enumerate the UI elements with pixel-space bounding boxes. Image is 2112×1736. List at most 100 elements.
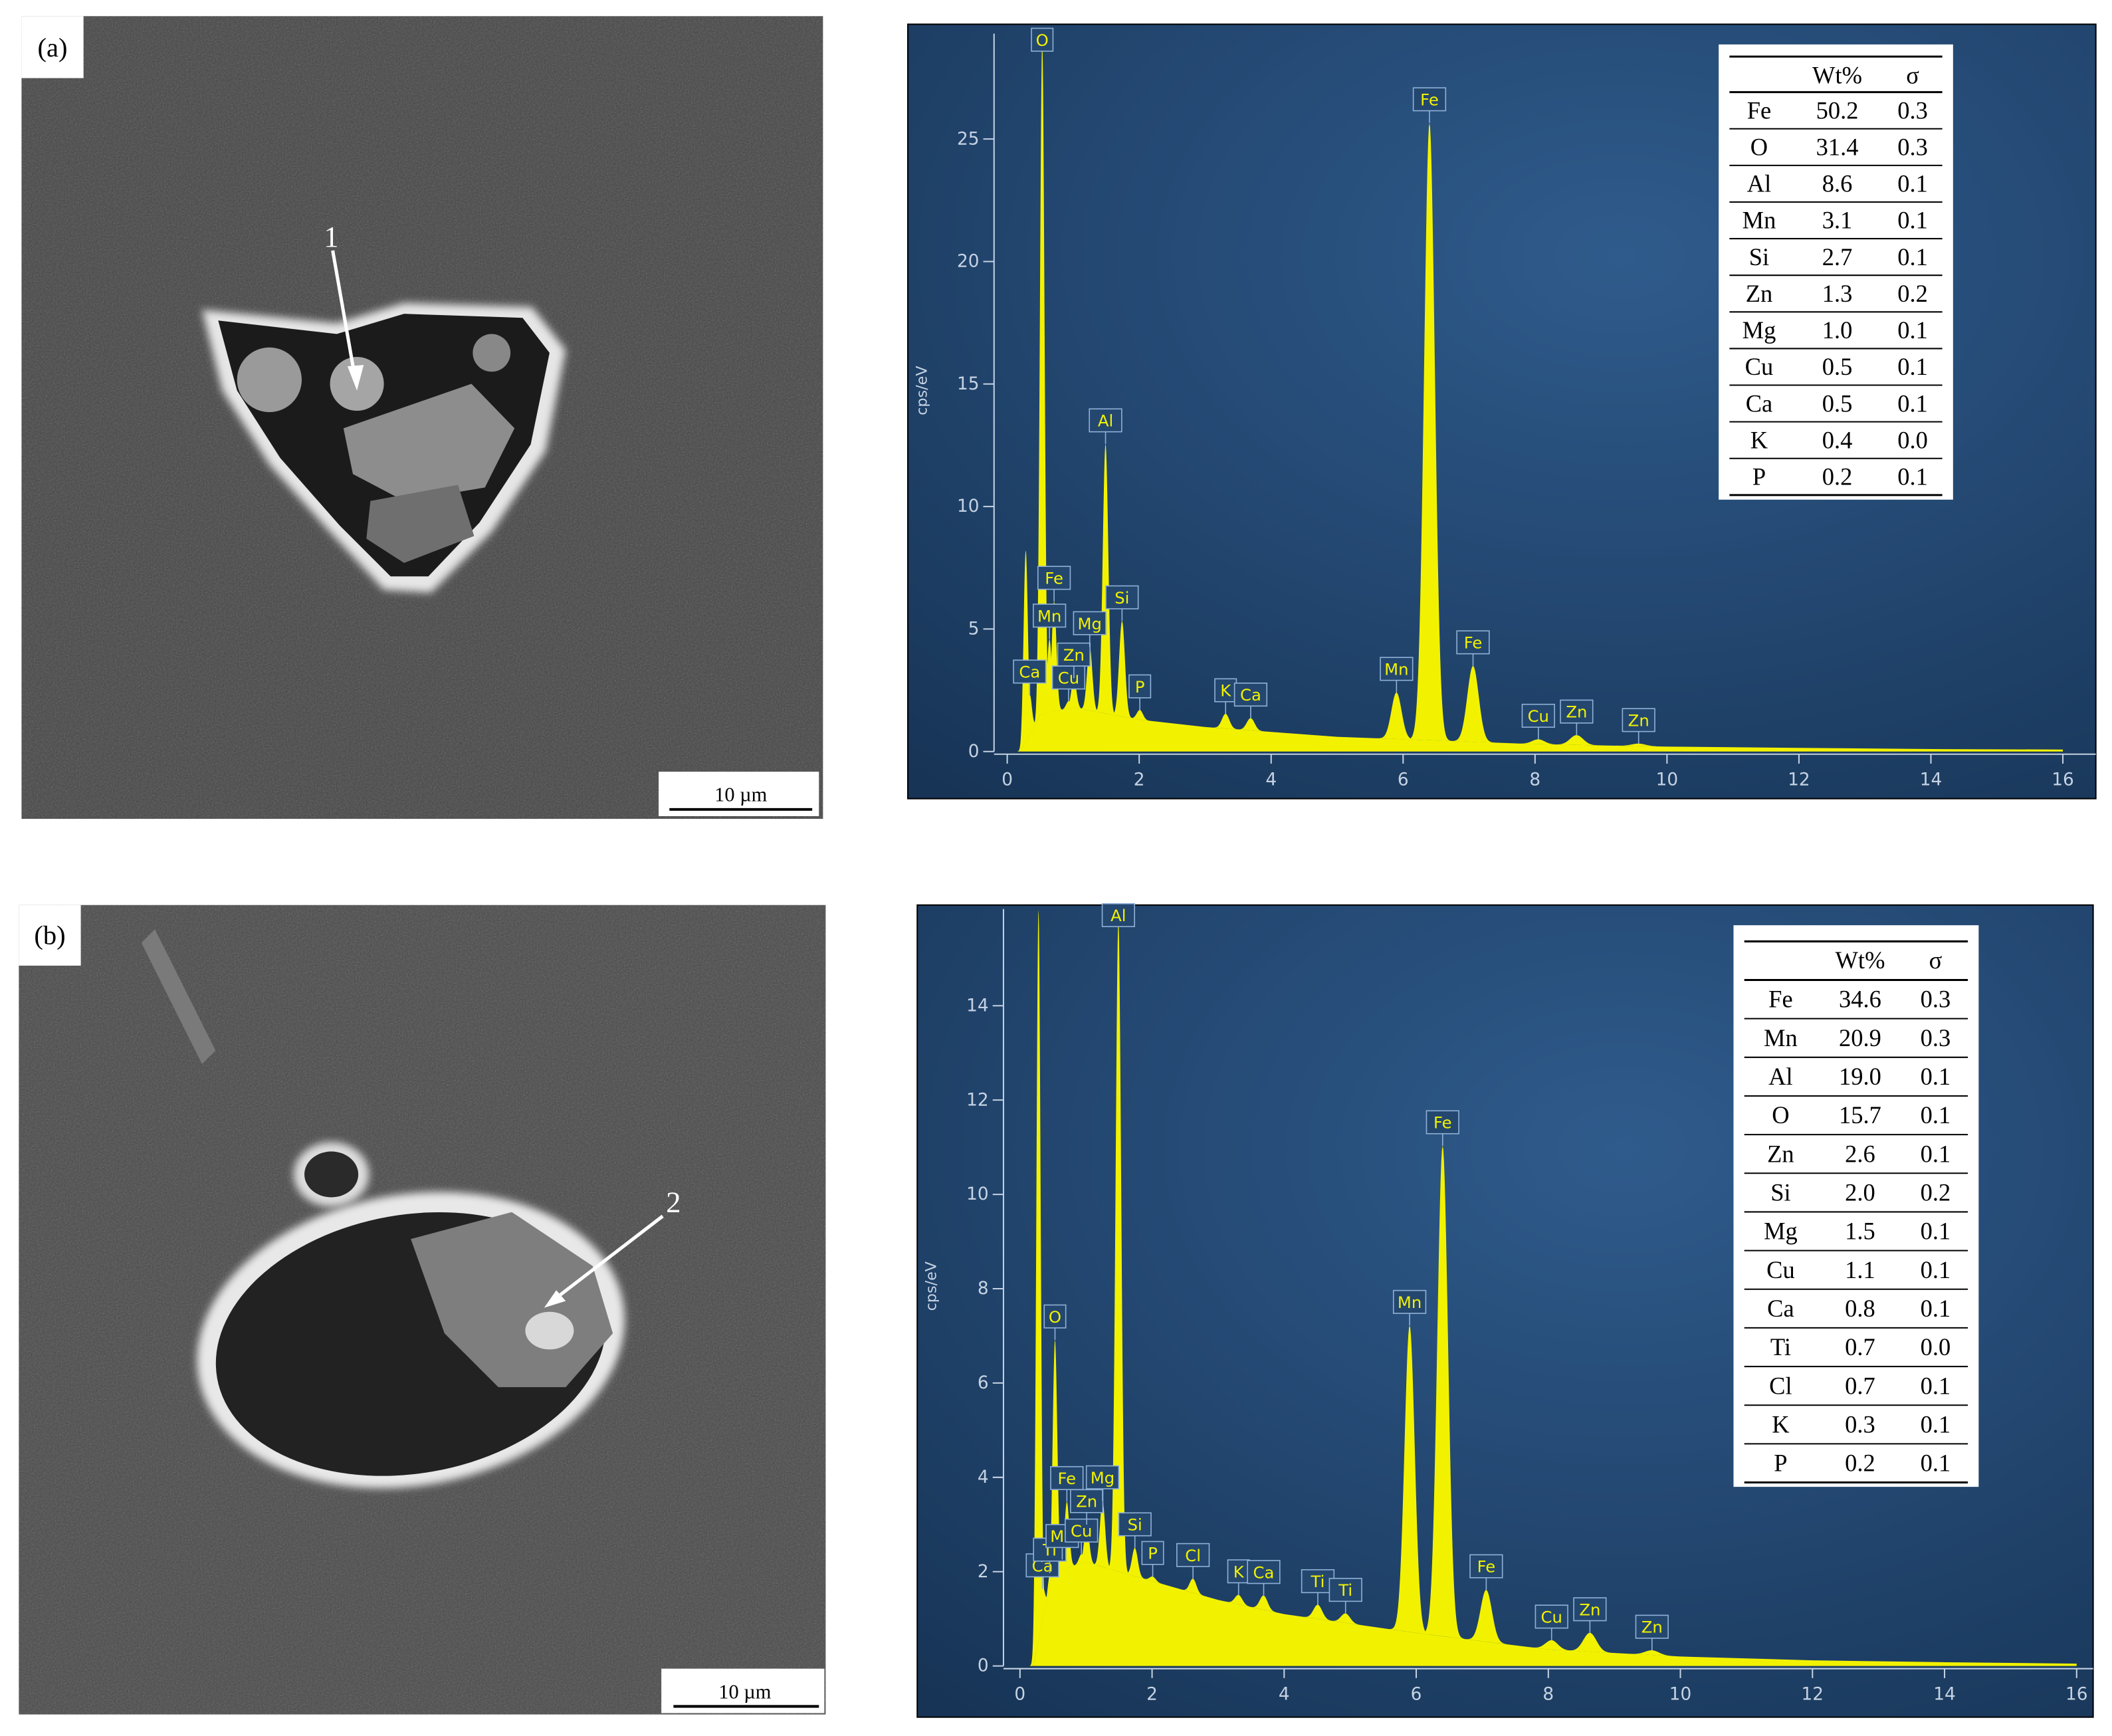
peak (1300, 1604, 1336, 1622)
peak-label-box (1233, 683, 1268, 707)
x-tick-label: 14 (1920, 770, 1943, 790)
table-cell: 50.2 (1816, 97, 1859, 124)
y-tick-label: 25 (957, 129, 980, 149)
peak-label-box (1141, 1541, 1164, 1565)
table-cell: 0.1 (1921, 1257, 1951, 1283)
x-tick-label: 4 (1265, 770, 1277, 790)
y-tick-label: 6 (978, 1373, 989, 1393)
peak (1421, 1145, 1465, 1639)
peak (1463, 1590, 1509, 1645)
table-cell: 15.7 (1839, 1102, 1881, 1129)
table-header: σ (1906, 62, 1919, 89)
table-cell: Al (1747, 171, 1771, 197)
y-tick-label: 0 (968, 742, 980, 762)
table-cell: 2.0 (1845, 1180, 1875, 1206)
x-tick-label: 2 (1146, 1684, 1158, 1704)
table-cell: 0.1 (1921, 1450, 1951, 1477)
peak-label: Ti (1311, 1572, 1325, 1591)
table-cell: 0.3 (1897, 97, 1928, 124)
table-cell: O (1772, 1102, 1789, 1129)
peak-label: Zn (1628, 711, 1649, 730)
table-header: σ (1929, 947, 1943, 974)
peak (1223, 1594, 1254, 1608)
spectrum-chart: 0 5 10 15 20 25 0 2 4 6 8 10 12 14 16 cps/eV Ca O Mn Fe Cu Zn… (907, 23, 2097, 800)
table-cell: 0.2 (1822, 463, 1853, 490)
table-cell: Ca (1767, 1295, 1794, 1322)
table-cell: 1.3 (1822, 280, 1853, 307)
table-cell: Fe (1768, 986, 1792, 1013)
peak-label: Zn (1579, 1600, 1600, 1619)
x-tick-label: 8 (1529, 770, 1540, 790)
table-cell: K (1750, 427, 1768, 453)
peak (1327, 1613, 1364, 1626)
peak-label-box (1456, 630, 1490, 655)
peak-label: Mn (1037, 606, 1061, 625)
x-tick-label: 16 (2052, 770, 2074, 790)
peak-label-box (1622, 708, 1655, 732)
table-cell: 31.4 (1816, 134, 1859, 160)
table-cell: Mn (1742, 207, 1776, 234)
peak-label-box (1412, 87, 1447, 112)
table-cell: Zn (1767, 1140, 1794, 1167)
table-cell: Cu (1766, 1257, 1795, 1283)
table-cell: 1.5 (1845, 1218, 1875, 1245)
sem-image-a: 1 (a) 10 µm (21, 16, 823, 819)
continuum (1020, 707, 2063, 752)
peak-label-box (1176, 1543, 1210, 1567)
table-cell: Si (1749, 244, 1769, 271)
peak-label-box (1065, 1518, 1099, 1543)
peak (1044, 601, 1064, 714)
table-cell: 3.1 (1822, 207, 1853, 234)
table-cell: 0.1 (1921, 1295, 1951, 1322)
peak-label: Cu (1058, 669, 1079, 688)
peak-label-box (1013, 659, 1047, 684)
peak-label-box (1050, 1465, 1084, 1490)
peak (1527, 1640, 1577, 1652)
peak-label-box (1426, 1110, 1459, 1135)
table-cell: 1.1 (1845, 1257, 1875, 1283)
peak-label: Ca (1240, 685, 1261, 705)
y-tick-label: 20 (957, 252, 980, 272)
table-cell: Si (1770, 1180, 1790, 1206)
peak (1210, 714, 1241, 730)
peak-label: Mn (1398, 1293, 1422, 1312)
peak-label-box (1380, 657, 1414, 681)
peak-label: P (1135, 677, 1145, 697)
table-cell: P (1752, 463, 1766, 490)
peak (1127, 710, 1152, 721)
peak-label: Fe (1420, 90, 1439, 109)
peak-label: Ca (1253, 1563, 1275, 1582)
marker-label: 1 (324, 220, 338, 253)
peak (1564, 1632, 1616, 1654)
x-tick-label: 0 (1002, 770, 1013, 790)
table-header: Wt% (1836, 947, 1885, 974)
peak-label-box (1033, 603, 1067, 628)
table-cell: 0.4 (1822, 427, 1853, 453)
table-cell: Cl (1769, 1372, 1792, 1399)
x-tick-label: 16 (2065, 1684, 2088, 1704)
table-cell: 0.1 (1921, 1411, 1951, 1438)
table-cell: K (1772, 1411, 1789, 1438)
x-tick-label: 4 (1279, 1684, 1290, 1704)
peak-label-box (1392, 1289, 1427, 1314)
peak (1029, 909, 1047, 1666)
table-cell: 2.7 (1822, 244, 1853, 271)
peak-label-box (1560, 699, 1594, 724)
scale-bar-label: 10 µm (714, 784, 767, 806)
peak-label-box (1521, 703, 1555, 728)
table-cell: 0.1 (1921, 1218, 1951, 1245)
peak (1040, 639, 1059, 715)
table-cell: Cu (1745, 354, 1774, 380)
y-tick-label: 14 (966, 996, 989, 1016)
peak (1107, 921, 1130, 1575)
peak (1077, 1525, 1097, 1566)
y-axis-label: cps/eV (913, 366, 930, 415)
peak-label-box (1573, 1597, 1607, 1622)
peak (1408, 122, 1451, 741)
peak-label: Fe (1433, 1113, 1452, 1133)
table-cell: 0.1 (1921, 1372, 1951, 1399)
marker-label: 2 (666, 1186, 681, 1219)
y-tick-label: 10 (966, 1184, 989, 1204)
sem-image-b: 2 (b) 10 µm (19, 905, 826, 1715)
peak-label: Zn (1641, 1618, 1663, 1637)
